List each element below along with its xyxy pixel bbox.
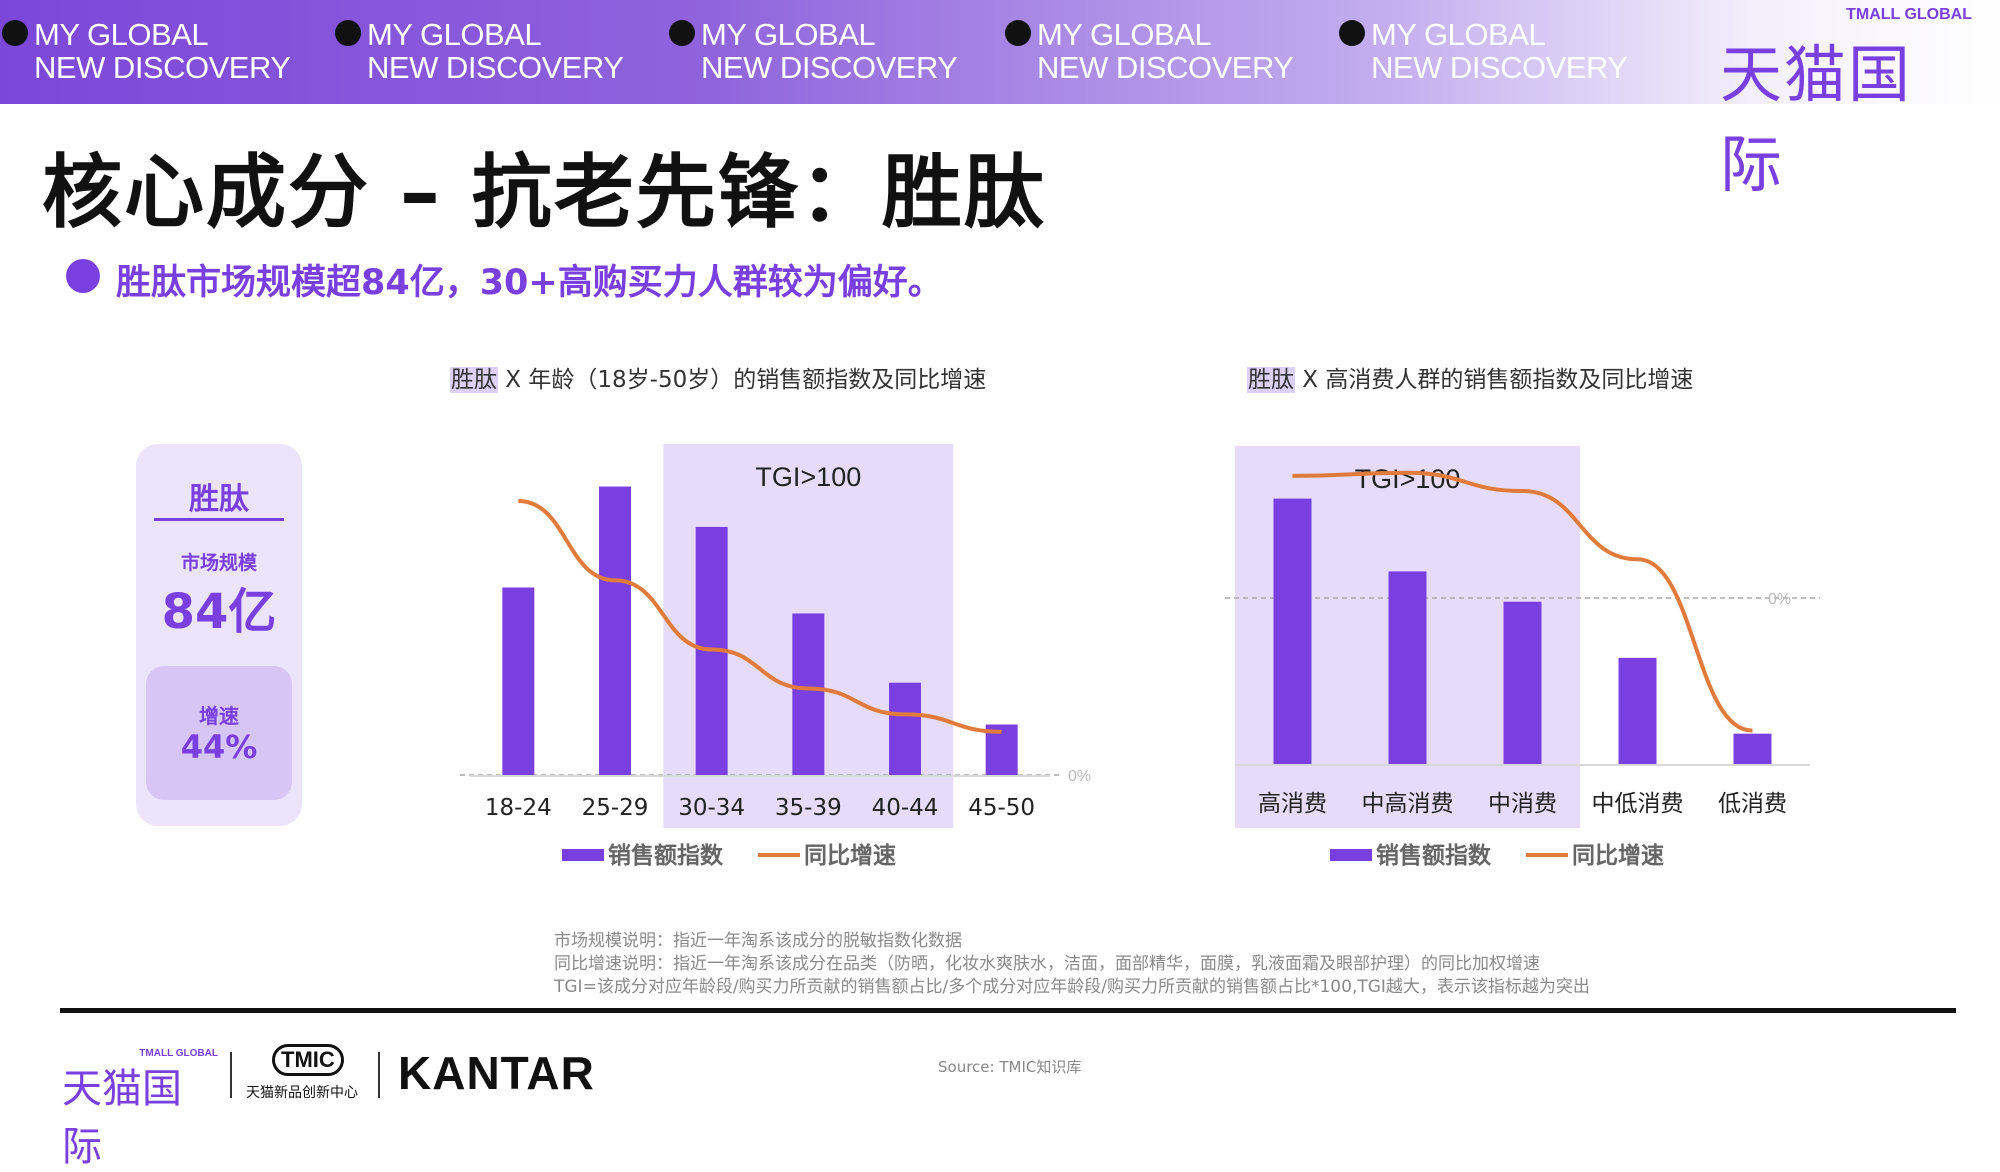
chart1-category-label: 35-39	[775, 795, 842, 821]
chart1-category-label: 18-24	[485, 795, 552, 821]
ingredient-card: 胜肽 市场规模 84亿 增速 44%	[136, 444, 302, 826]
footer-separator	[378, 1052, 380, 1098]
chart2-title: 胜肽 X 高消费人群的销售额指数及同比增速	[1247, 360, 1693, 394]
header-banner: MY GLOBAL NEW DISCOVERY MY GLOBAL NEW DISC…	[0, 0, 2000, 201]
chart1-category-label: 30-34	[678, 795, 745, 821]
tmall-global-logo: TMALL GLOBAL 天猫国际	[1720, 4, 1980, 201]
chart2-bar	[1273, 498, 1312, 764]
chart1-category-label: 40-44	[872, 795, 939, 821]
tag-line2: NEW DISCOVERY	[1037, 50, 1294, 85]
tag-line2: NEW DISCOVERY	[367, 50, 624, 85]
card-market-value: 84亿	[161, 584, 277, 640]
chart2-tgi-label: TGI>100	[1355, 464, 1461, 494]
chart2-bar	[1618, 657, 1657, 764]
page-subtitle: 胜肽市场规模超84亿，30+高购买力人群较为偏好。	[116, 263, 943, 303]
chart2-bar	[1503, 601, 1542, 764]
chart2-title-text: X 高消费人群的销售额指数及同比增速	[1295, 367, 1694, 393]
chart1-bar	[889, 682, 921, 775]
card-growth-box: 增速 44%	[146, 666, 292, 800]
chart2-legend-line-label: 同比增速	[1572, 842, 1664, 869]
chart1-title-highlight: 胜肽	[450, 367, 498, 393]
tag-line1: MY GLOBAL	[1037, 17, 1212, 52]
footnote-line: 同比增速说明：指近一年淘系该成分在品类（防晒，化妆水爽肤水，洁面，面部精华，面膜…	[554, 954, 1540, 974]
chart2-category-label: 低消费	[1718, 791, 1787, 817]
footnote-line: TGI=该成分对应年龄段/购买力所贡献的销售额占比/多个成分对应年龄段/购买力所…	[554, 977, 1590, 997]
subtitle-bullet-icon	[66, 259, 100, 293]
tag-line2: NEW DISCOVERY	[34, 50, 291, 85]
tag-line1: MY GLOBAL	[367, 17, 542, 52]
chart1-growth-line	[518, 498, 1002, 734]
bullet-dot-icon	[1339, 20, 1365, 46]
chart1-title: 胜肽 X 年龄（18岁-50岁）的销售额指数及同比增速	[450, 360, 986, 394]
bullet-dot-icon	[2, 20, 28, 46]
chart1-title-text: X 年龄（18岁-50岁）的销售额指数及同比增速	[498, 367, 987, 393]
chart2-title-highlight: 胜肽	[1247, 367, 1295, 393]
footer-separator	[230, 1052, 232, 1098]
chart2-legend-bar-label: 销售额指数	[1376, 842, 1492, 869]
chart2-growth-line	[1292, 470, 1753, 733]
chart1-legend-line-label: 同比增速	[804, 842, 896, 869]
chart1-legend-bar-label: 销售额指数	[608, 842, 724, 869]
footer-divider	[60, 1008, 1956, 1013]
chart2-category-label: 中高消费	[1362, 791, 1454, 817]
tag-line1: MY GLOBAL	[1371, 17, 1546, 52]
footnote-line: 市场规模说明：指近一年淘系该成分的脱敏指数化数据	[554, 931, 962, 951]
tag-line1: MY GLOBAL	[34, 17, 209, 52]
brand-big-text: 天猫国际	[1720, 38, 1913, 201]
chart2-bar	[1388, 571, 1427, 764]
chart1-zero-label: 0%	[1068, 768, 1091, 785]
chart1-category-label: 25-29	[582, 795, 649, 821]
chart1-category-label: 45-50	[968, 795, 1035, 821]
header-tag: MY GLOBAL NEW DISCOVERY	[2, 17, 291, 85]
footer-brand-small: TMALL GLOBAL	[139, 1048, 218, 1059]
chart1-bar	[599, 486, 631, 775]
chart2-zero-label: 0%	[1768, 591, 1791, 608]
tag-line1: MY GLOBAL	[701, 17, 876, 52]
card-name: 胜肽	[189, 482, 249, 517]
chart2-category-label: 中低消费	[1592, 791, 1684, 817]
card-divider	[154, 518, 284, 521]
source-text: Source: TMIC知识库	[938, 1058, 1082, 1076]
page-title: 核心成分 – 抗老先锋：胜肽	[42, 146, 1046, 239]
chart1-bar	[792, 613, 825, 775]
tag-line2: NEW DISCOVERY	[701, 50, 958, 85]
chart2-bar	[1733, 733, 1772, 764]
header-tag: MY GLOBAL NEW DISCOVERY	[1339, 17, 1628, 85]
chart2-legend-bar-swatch	[1330, 849, 1372, 861]
tmic-logo-text: TMIC	[272, 1044, 344, 1076]
card-growth-value: 44%	[180, 728, 258, 766]
tag-line2: NEW DISCOVERY	[1371, 50, 1628, 85]
chart2-category-label: 中消费	[1488, 791, 1557, 817]
bullet-dot-icon	[1005, 20, 1031, 46]
chart1-bar	[502, 587, 535, 775]
card-market-label: 市场规模	[180, 552, 257, 574]
tmic-caption: 天猫新品创新中心	[246, 1085, 358, 1101]
footer-tmall-logo: TMALL GLOBAL 天猫国际	[62, 1048, 220, 1170]
chart1-tgi-label: TGI>100	[755, 462, 861, 492]
footnotes: 市场规模说明：指近一年淘系该成分的脱敏指数化数据 同比增速说明：指近一年淘系该成…	[554, 930, 1590, 999]
chart1-legend-bar-swatch	[562, 849, 604, 861]
card-growth-label: 增速	[199, 704, 239, 728]
brand-small-text: TMALL GLOBAL	[1846, 6, 1972, 23]
header-tag: MY GLOBAL NEW DISCOVERY	[335, 17, 624, 85]
tmic-logo: TMIC 天猫新品创新中心	[246, 1042, 370, 1102]
footer-brand-big: 天猫国际	[62, 1066, 182, 1170]
chart2-category-label: 高消费	[1258, 791, 1327, 817]
header-tag: MY GLOBAL NEW DISCOVERY	[669, 17, 958, 85]
header-tag: MY GLOBAL NEW DISCOVERY	[1005, 17, 1294, 85]
bullet-dot-icon	[669, 20, 695, 46]
kantar-logo: KANTAR	[398, 1047, 595, 1099]
bullet-dot-icon	[335, 20, 361, 46]
charts-canvas: TGI>100 0% 18-24 25-29 30-34 35-39 40-44 45-50 销…	[460, 444, 1820, 869]
